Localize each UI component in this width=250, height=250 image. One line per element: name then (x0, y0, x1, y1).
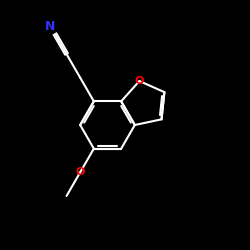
Text: N: N (45, 20, 56, 33)
Text: O: O (135, 76, 144, 86)
Text: O: O (76, 167, 85, 177)
